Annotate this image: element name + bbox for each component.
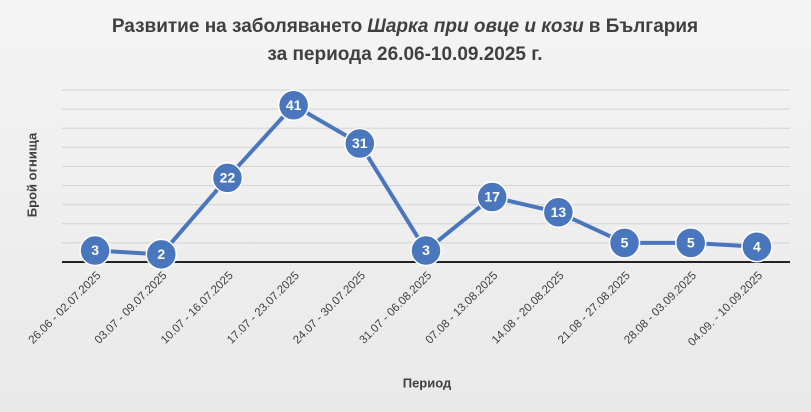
data-label: 22 [220, 170, 236, 186]
data-point [542, 196, 575, 229]
data-label: 5 [687, 235, 695, 251]
data-label: 17 [484, 189, 500, 205]
data-label: 31 [352, 135, 368, 151]
title-part: Шарка при овце и кози [367, 16, 584, 37]
title-part: Развитие на заболяването [112, 16, 362, 37]
data-point [145, 238, 178, 271]
data-point [344, 127, 376, 160]
data-label: 3 [91, 242, 99, 258]
x-axis-label: Период [403, 375, 452, 390]
chart-title: Развитие на заболяването Шарка при овце и… [112, 16, 698, 37]
data-point [211, 162, 244, 194]
data-point [476, 181, 508, 213]
data-point [277, 89, 310, 122]
data-point [410, 234, 442, 267]
data-label: 13 [551, 204, 567, 220]
data-point [674, 227, 707, 259]
data-point [608, 227, 641, 259]
chart-subtitle: за периода 26.06-10.09.2025 г. [267, 44, 542, 65]
data-label: 2 [157, 246, 165, 262]
data-label: 3 [422, 242, 430, 258]
title-part: в България [589, 16, 698, 37]
data-label: 41 [286, 97, 302, 113]
y-axis-label: Брой огнища [24, 132, 39, 217]
data-label: 4 [753, 238, 761, 254]
data-point [79, 234, 111, 267]
data-point [741, 230, 773, 263]
data-label: 5 [621, 235, 629, 251]
